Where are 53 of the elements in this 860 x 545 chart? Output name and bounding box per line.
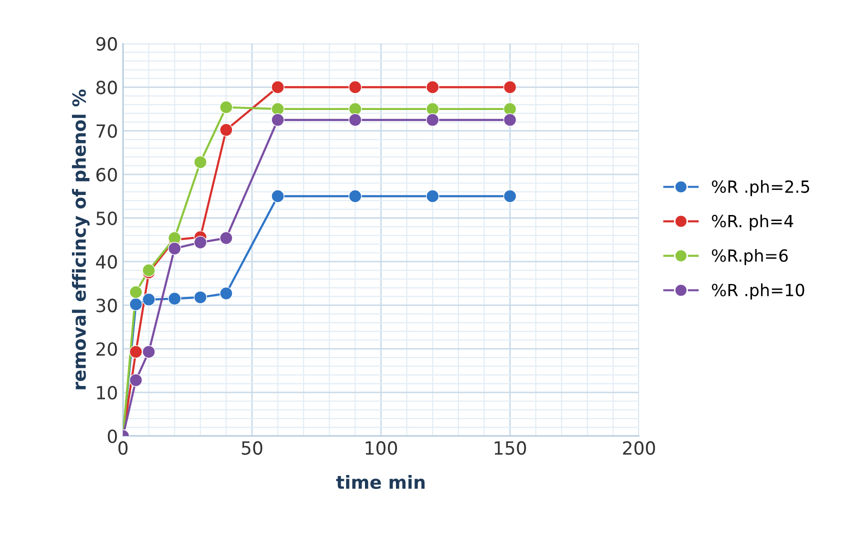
x-axis-title: time min [336, 475, 425, 489]
x-tick-label: 150 [494, 441, 526, 455]
point [129, 374, 142, 387]
x-tick-label: 0 [118, 441, 128, 455]
point [503, 102, 517, 116]
point [129, 345, 142, 358]
y-tick-label: 10 [97, 386, 117, 400]
point [426, 80, 440, 94]
y-tick-label: 90 [96, 37, 117, 51]
legend-label: %R.ph=6 [712, 248, 788, 266]
point [194, 290, 207, 304]
point [271, 190, 284, 203]
point [220, 100, 233, 114]
legend-label: %R. ph=4 [712, 214, 794, 231]
x-tick-label: 50 [242, 441, 262, 455]
y-tick-label: 50 [96, 211, 117, 226]
legend-label: %R .ph=2.5 [712, 180, 810, 196]
point [194, 156, 207, 169]
point [426, 113, 440, 126]
point [271, 80, 284, 94]
y-tick-label: 70 [96, 124, 117, 138]
point [348, 190, 362, 203]
point [348, 80, 362, 94]
point [142, 292, 156, 306]
point [168, 292, 182, 306]
point [220, 231, 233, 245]
point [142, 345, 156, 358]
y-tick-label: 30 [96, 298, 117, 312]
point [129, 298, 142, 311]
point [271, 113, 284, 126]
point [348, 113, 362, 126]
point [503, 80, 517, 94]
point [142, 264, 156, 277]
point [503, 113, 517, 126]
x-tick-label: 100 [366, 441, 398, 455]
y-tick-label: 80 [96, 80, 117, 94]
point [220, 123, 233, 137]
y-tick-label: 40 [96, 255, 117, 269]
legend-label: %R .ph=10 [712, 283, 804, 300]
point [348, 102, 362, 116]
y-tick-label: 0 [108, 429, 117, 444]
point [426, 190, 440, 203]
y-tick-label: 60 [96, 168, 117, 182]
point [194, 236, 207, 250]
y-tick-label: 20 [96, 342, 117, 356]
point [129, 286, 142, 299]
x-tick-label: 200 [623, 441, 656, 455]
point [220, 286, 233, 300]
y-axis-title: removal efficincy of phenol % [72, 89, 90, 390]
point [271, 102, 284, 116]
point [168, 242, 182, 256]
point [426, 102, 440, 116]
point [503, 190, 517, 203]
